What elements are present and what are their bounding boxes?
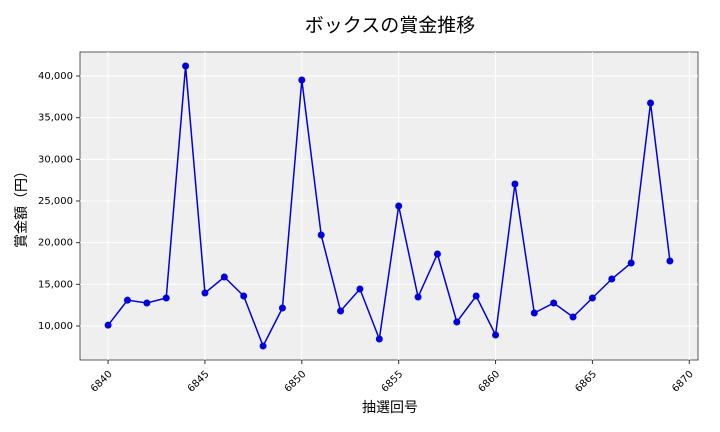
- point: [337, 307, 345, 315]
- x-axis-label: 抽選回号: [362, 400, 418, 416]
- point: [395, 202, 403, 210]
- point: [511, 180, 519, 188]
- point: [356, 285, 364, 293]
- y-tick-label: 40,000: [38, 71, 73, 82]
- x-tick-label: 6855: [380, 369, 406, 395]
- point: [240, 292, 248, 300]
- y-tick-label: 30,000: [38, 154, 73, 165]
- y-tick-label: 15,000: [38, 279, 73, 290]
- point: [608, 275, 616, 283]
- y-tick-label: 25,000: [38, 196, 73, 207]
- point: [143, 299, 151, 307]
- point: [492, 331, 500, 339]
- point: [588, 294, 596, 302]
- chart-title: ボックスの賞金推移: [305, 15, 475, 37]
- point: [550, 299, 558, 307]
- point: [123, 296, 131, 304]
- point: [104, 321, 112, 329]
- x-tick-label: 6840: [89, 369, 115, 395]
- point: [220, 273, 228, 281]
- point: [627, 259, 635, 267]
- y-axis-label: 賞金額（円）: [14, 164, 30, 248]
- x-tick-label: 6850: [283, 369, 309, 395]
- point: [162, 294, 170, 302]
- point: [569, 313, 577, 321]
- y-tick-label: 10,000: [38, 321, 73, 332]
- point: [298, 76, 306, 84]
- x-tick-label: 6870: [670, 369, 696, 395]
- point: [472, 292, 480, 300]
- point: [182, 62, 190, 70]
- point: [278, 304, 286, 312]
- x-tick-label: 6860: [476, 369, 502, 395]
- x-tick-label: 6845: [186, 369, 212, 395]
- point: [647, 99, 655, 107]
- point: [433, 250, 441, 258]
- plot-area: [79, 51, 699, 361]
- y-tick-label: 20,000: [38, 238, 73, 249]
- y-tick-label: 35,000: [38, 113, 73, 124]
- point: [414, 293, 422, 301]
- x-tick-label: 6865: [573, 369, 599, 395]
- point: [317, 231, 325, 239]
- line: [107, 65, 671, 348]
- point: [201, 289, 209, 297]
- point: [530, 309, 538, 317]
- point: [453, 318, 461, 326]
- point: [375, 335, 383, 343]
- point: [666, 257, 674, 265]
- point: [259, 342, 267, 350]
